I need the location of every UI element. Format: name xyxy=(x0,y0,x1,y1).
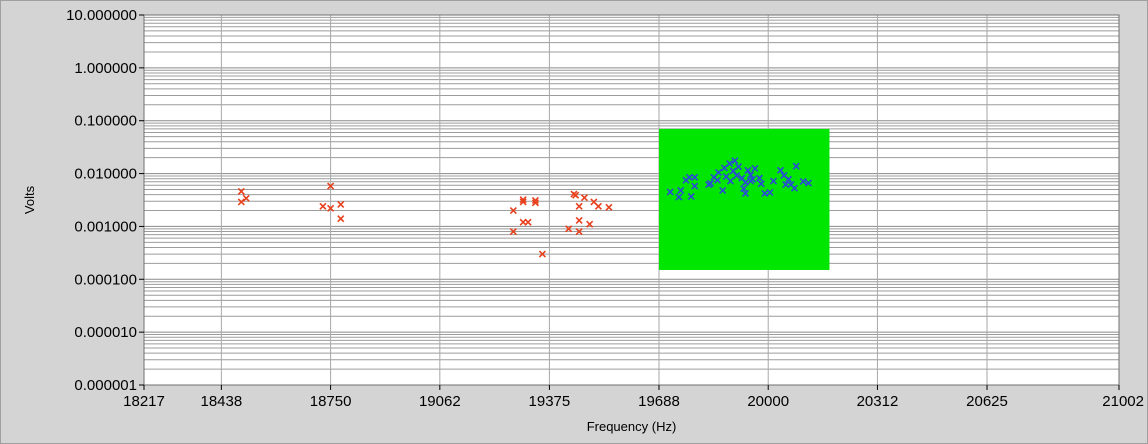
data-point xyxy=(605,203,613,211)
data-point xyxy=(575,227,583,236)
data-point xyxy=(327,182,335,190)
data-point xyxy=(519,196,527,204)
data-point xyxy=(337,200,345,209)
data-point xyxy=(804,179,813,187)
data-point xyxy=(565,225,573,233)
data-point xyxy=(755,174,764,182)
x-tick-label: 19062 xyxy=(419,393,461,410)
data-point xyxy=(531,199,539,207)
y-tick-label: 0.001000 xyxy=(74,218,137,235)
data-point xyxy=(769,177,778,185)
x-tick-label: 19375 xyxy=(529,393,571,410)
data-point xyxy=(572,191,580,199)
y-tick-label: 0.100000 xyxy=(74,113,137,130)
data-point xyxy=(733,171,741,180)
data-point xyxy=(747,171,755,179)
data-point xyxy=(237,187,245,195)
x-tick-label: 20000 xyxy=(747,393,789,410)
data-point xyxy=(741,189,750,198)
data-point xyxy=(675,193,683,201)
data-point xyxy=(776,166,785,174)
data-point xyxy=(580,194,588,202)
data-point xyxy=(677,186,685,194)
data-point xyxy=(734,163,743,171)
data-point xyxy=(594,202,602,210)
data-point xyxy=(713,176,722,184)
data-point xyxy=(740,185,748,193)
y-tick-label: 0.000010 xyxy=(74,324,137,341)
grid-lines xyxy=(143,14,1120,386)
data-point xyxy=(761,189,769,198)
highlight-region xyxy=(658,128,830,270)
data-point xyxy=(319,202,327,210)
data-point xyxy=(784,175,793,183)
x-tick-label: 18750 xyxy=(310,393,352,410)
y-tick-label: 0.000001 xyxy=(74,377,137,394)
y-axis-ticks: 10.000000 1.000000 0.100000 0.010000 0.00100… xyxy=(66,7,144,394)
data-point xyxy=(726,159,734,168)
y-tick-label: 10.000000 xyxy=(66,7,137,24)
data-point xyxy=(766,188,774,196)
data-point xyxy=(714,168,723,177)
data-point xyxy=(519,198,527,206)
data-point xyxy=(691,182,699,190)
data-point xyxy=(575,202,583,210)
x-tick-label: 21002 xyxy=(1102,393,1144,410)
data-point xyxy=(744,166,752,174)
y-tick-label: 0.000100 xyxy=(74,271,137,288)
data-point xyxy=(509,227,517,236)
data-point xyxy=(731,157,739,165)
data-point xyxy=(726,177,734,185)
y-tick-label: 1.000000 xyxy=(74,60,137,77)
data-point xyxy=(719,186,727,194)
y-axis-title: Volts xyxy=(22,185,37,214)
data-point xyxy=(666,188,674,196)
data-point xyxy=(792,162,800,170)
data-point xyxy=(237,198,245,206)
x-tick-label: 20312 xyxy=(857,393,899,410)
data-point xyxy=(706,179,715,188)
x-tick-label: 18217 xyxy=(123,393,165,410)
data-point xyxy=(687,192,695,200)
data-point xyxy=(748,175,757,183)
plot-background xyxy=(144,15,1119,385)
data-point xyxy=(531,196,539,205)
data-point xyxy=(337,215,345,223)
x-axis-title: Frequency (Hz) xyxy=(587,419,677,434)
data-point xyxy=(741,178,750,186)
data-point xyxy=(691,173,699,181)
x-tick-label: 19688 xyxy=(638,393,680,410)
data-point xyxy=(538,250,546,258)
data-point xyxy=(757,180,765,188)
data-point xyxy=(782,180,790,189)
y-tick-label: 0.010000 xyxy=(74,166,137,183)
data-point xyxy=(586,220,594,228)
data-point xyxy=(575,216,583,224)
data-point xyxy=(790,184,799,192)
data-points xyxy=(237,157,813,258)
data-point xyxy=(524,218,532,226)
data-point xyxy=(242,194,250,202)
plot-area xyxy=(143,14,1120,386)
data-point xyxy=(509,206,517,215)
x-tick-label: 18438 xyxy=(201,393,243,410)
x-axis-ticks: 18217 18438 18750 19062 19375 19688 20000 20312… xyxy=(123,385,1144,410)
data-point xyxy=(799,177,807,185)
data-point xyxy=(685,173,694,181)
x-tick-label: 20625 xyxy=(966,393,1008,410)
data-point xyxy=(327,204,335,212)
data-point xyxy=(751,164,759,173)
